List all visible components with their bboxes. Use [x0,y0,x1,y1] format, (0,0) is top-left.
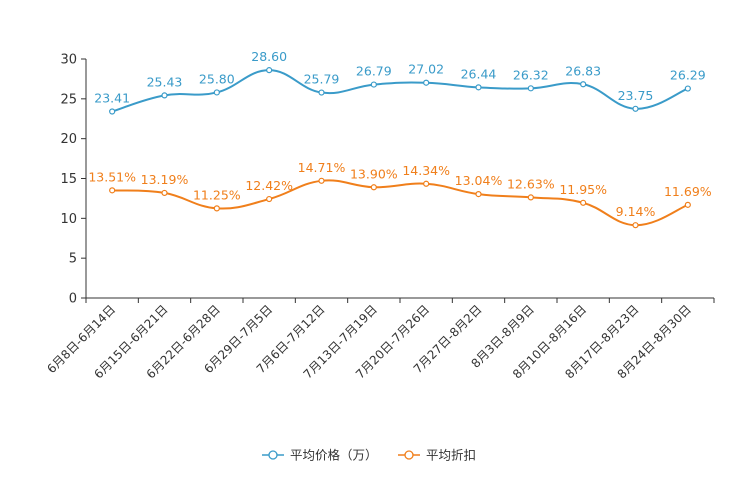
data-point [632,105,639,112]
data-label: 26.44 [461,66,497,81]
data-point [161,189,168,197]
series-line-2 [112,179,689,227]
data-label: 13.19% [141,172,189,187]
data-label: 13.90% [350,166,398,181]
data-point [318,89,325,96]
y-tick-label: 0 [69,292,77,307]
data-label: 23.75 [618,88,654,103]
data-label: 26.79 [356,64,392,79]
data-label: 23.41 [94,91,130,106]
data-point [527,85,534,92]
data-label: 11.25% [193,187,241,202]
data-label: 25.80 [199,71,235,86]
data-point [318,177,325,184]
data-label: 13.04% [455,173,503,188]
data-point [684,85,691,92]
data-point [213,89,220,96]
y-tick-label: 30 [60,53,77,68]
y-tick-label: 10 [60,212,77,227]
data-label: 11.95% [559,182,607,197]
data-label: 12.63% [507,176,555,191]
data-point [370,81,377,88]
y-tick-label: 15 [60,172,77,187]
data-label: 25.43 [147,74,183,89]
data-point [684,201,691,208]
data-label: 14.71% [298,160,346,175]
data-point [161,92,168,99]
data-point [580,81,587,88]
data-point [266,67,273,74]
data-label: 26.32 [513,67,549,82]
data-point [632,222,639,229]
y-tick-label: 20 [60,132,77,147]
legend-marker-2 [404,450,414,460]
data-label: 27.02 [408,62,444,77]
data-point [423,180,430,187]
data-point [527,194,534,201]
data-point [475,191,482,198]
data-point [213,205,220,212]
y-tick-label: 25 [60,92,77,107]
data-point [370,184,377,191]
data-point [475,84,482,91]
data-label: 25.79 [304,72,340,87]
data-label: 28.60 [251,49,287,64]
data-point [423,79,430,86]
legend-marker-1 [268,450,278,460]
data-label: 13.51% [88,169,136,184]
legend-label-2: 平均折扣 [426,448,476,463]
data-point [580,199,587,206]
data-label: 9.14% [616,204,656,219]
data-label: 14.34% [402,163,450,178]
data-label: 26.29 [670,68,706,83]
data-point [109,187,116,194]
data-point [109,108,116,115]
data-point [266,195,273,203]
legend-label-1: 平均价格（万） [290,448,378,463]
y-tick-label: 5 [69,252,77,267]
data-label: 11.69% [664,184,712,199]
data-label: 12.42% [245,178,293,193]
data-label: 26.83 [565,63,601,78]
